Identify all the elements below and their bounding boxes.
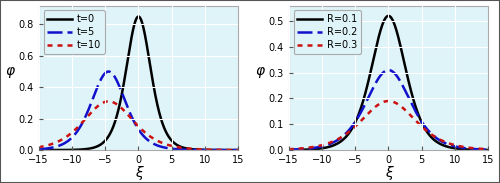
R=0.1 xyxy=(382,17,388,19)
Line: R=0.2: R=0.2 xyxy=(288,70,488,150)
R=0.1 xyxy=(480,149,486,151)
R=0.1 xyxy=(386,15,392,17)
R=0.2 xyxy=(286,149,292,151)
t=10 xyxy=(230,149,235,151)
R=0.3 xyxy=(386,100,392,102)
t=10 xyxy=(106,100,112,102)
X-axis label: ξ: ξ xyxy=(134,166,142,180)
t=0 xyxy=(230,149,235,151)
R=0.1 xyxy=(296,149,302,151)
Line: t=0: t=0 xyxy=(38,16,238,150)
R=0.1 xyxy=(378,30,384,32)
t=0 xyxy=(236,149,242,151)
R=0.3 xyxy=(480,148,486,150)
R=0.2 xyxy=(480,148,486,151)
R=0.2 xyxy=(296,148,302,150)
t=10 xyxy=(36,146,42,148)
t=5 xyxy=(133,124,139,126)
t=5 xyxy=(193,149,199,151)
t=0 xyxy=(36,149,42,151)
t=5 xyxy=(36,148,42,150)
t=10 xyxy=(193,148,199,150)
t=10 xyxy=(133,122,139,125)
R=0.1 xyxy=(286,149,292,151)
R=0.1 xyxy=(480,149,486,151)
t=5 xyxy=(46,147,52,149)
Line: R=0.1: R=0.1 xyxy=(288,16,488,150)
R=0.3 xyxy=(296,147,302,150)
R=0.2 xyxy=(443,142,449,145)
R=0.3 xyxy=(378,102,384,104)
Y-axis label: φ: φ xyxy=(256,64,264,78)
t=5 xyxy=(230,149,235,151)
t=10 xyxy=(128,117,134,119)
Legend: t=0, t=5, t=10: t=0, t=5, t=10 xyxy=(44,10,104,54)
Line: t=5: t=5 xyxy=(38,72,238,150)
t=5 xyxy=(236,149,242,151)
t=10 xyxy=(230,149,235,151)
R=0.2 xyxy=(378,74,384,77)
t=5 xyxy=(106,70,112,73)
R=0.2 xyxy=(386,69,392,71)
Line: t=10: t=10 xyxy=(38,101,238,150)
t=0 xyxy=(136,15,141,18)
t=10 xyxy=(46,144,52,146)
X-axis label: ξ: ξ xyxy=(384,166,392,180)
R=0.3 xyxy=(286,148,292,150)
t=0 xyxy=(230,149,235,151)
t=0 xyxy=(132,19,138,21)
R=0.2 xyxy=(382,70,388,72)
Y-axis label: φ: φ xyxy=(6,64,15,78)
t=0 xyxy=(193,148,199,151)
t=5 xyxy=(128,113,134,115)
R=0.3 xyxy=(443,141,449,143)
R=0.1 xyxy=(443,145,449,147)
t=5 xyxy=(230,149,235,151)
R=0.2 xyxy=(486,149,492,151)
R=0.3 xyxy=(382,100,388,102)
Line: R=0.3: R=0.3 xyxy=(288,101,488,149)
t=10 xyxy=(236,149,242,151)
R=0.2 xyxy=(480,148,486,151)
t=0 xyxy=(46,149,52,151)
t=0 xyxy=(128,42,134,44)
R=0.3 xyxy=(486,148,492,150)
R=0.3 xyxy=(480,148,486,150)
Legend: R=0.1, R=0.2, R=0.3: R=0.1, R=0.2, R=0.3 xyxy=(294,10,361,54)
R=0.1 xyxy=(486,149,492,151)
